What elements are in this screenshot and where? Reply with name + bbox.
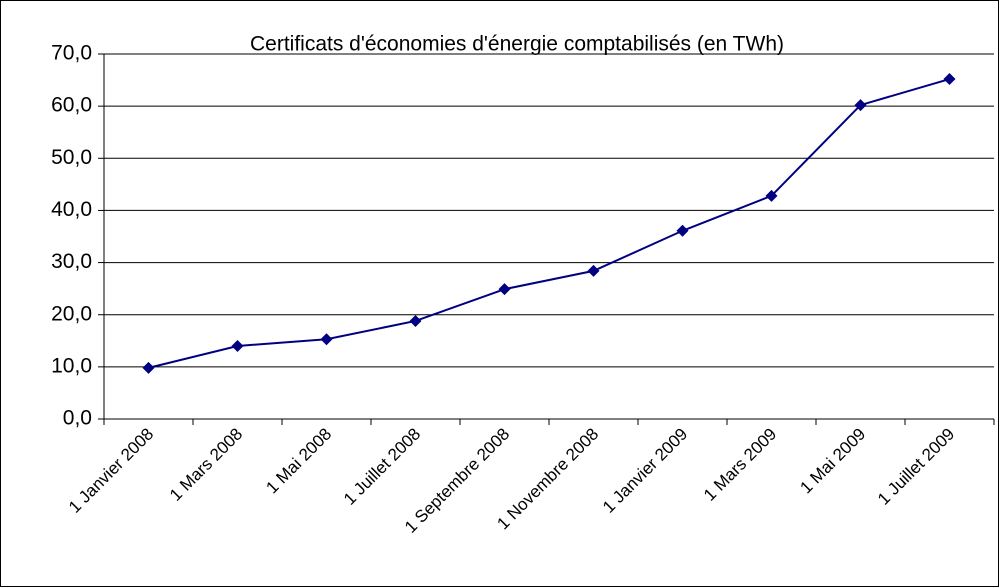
- marker: [854, 99, 867, 112]
- y-tick-label: 70,0: [51, 42, 92, 65]
- marker: [943, 73, 956, 86]
- marker: [498, 283, 511, 296]
- marker: [765, 189, 778, 202]
- marker: [676, 224, 689, 237]
- line: [148, 78, 950, 369]
- marker: [231, 340, 244, 352]
- y-tick-label: 40,0: [51, 198, 92, 221]
- y-tick-label: 10,0: [51, 354, 92, 377]
- y-tick-label: 20,0: [51, 302, 92, 325]
- chart-title: Certificats d'économies d'énergie compta…: [250, 33, 784, 56]
- y-tick-label: 30,0: [51, 250, 92, 273]
- y-tick-label: 0,0: [63, 407, 92, 430]
- marker: [142, 361, 155, 374]
- marker: [320, 333, 333, 346]
- y-tick-label: 50,0: [51, 146, 92, 169]
- y-tick-label: 60,0: [51, 94, 92, 117]
- marker: [409, 314, 422, 327]
- marker: [587, 264, 600, 277]
